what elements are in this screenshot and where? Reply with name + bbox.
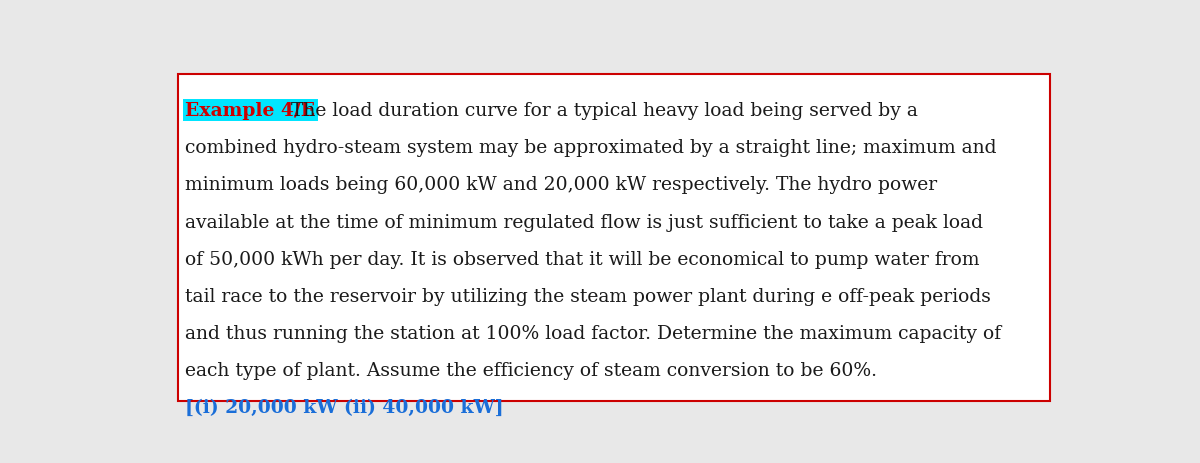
Text: Example 4/E: Example 4/E xyxy=(185,102,316,120)
Text: available at the time of minimum regulated flow is just sufficient to take a pea: available at the time of minimum regulat… xyxy=(185,213,983,231)
Text: combined hydro-steam system may be approximated by a straight line; maximum and: combined hydro-steam system may be appro… xyxy=(185,139,997,157)
Text: of 50,000 kWh per day. It is observed that it will be economical to pump water f: of 50,000 kWh per day. It is observed th… xyxy=(185,250,980,268)
Text: and thus running the station at 100% load factor. Determine the maximum capacity: and thus running the station at 100% loa… xyxy=(185,325,1002,342)
Text: tail race to the reservoir by utilizing the steam power plant during e off-peak : tail race to the reservoir by utilizing … xyxy=(185,287,991,305)
FancyBboxPatch shape xyxy=(178,75,1050,401)
Text: each type of plant. Assume the efficiency of steam conversion to be 60%.: each type of plant. Assume the efficienc… xyxy=(185,362,877,379)
Text: [(i) 20,000 kW (ii) 40,000 kW]: [(i) 20,000 kW (ii) 40,000 kW] xyxy=(185,399,504,417)
Text: The load duration curve for a typical heavy load being served by a: The load duration curve for a typical he… xyxy=(284,102,918,120)
Text: minimum loads being 60,000 kW and 20,000 kW respectively. The hydro power: minimum loads being 60,000 kW and 20,000… xyxy=(185,176,937,194)
